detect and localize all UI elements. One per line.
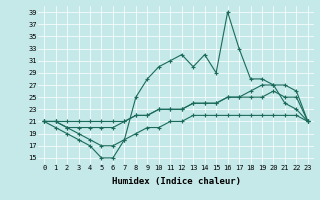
X-axis label: Humidex (Indice chaleur): Humidex (Indice chaleur) (111, 177, 241, 186)
